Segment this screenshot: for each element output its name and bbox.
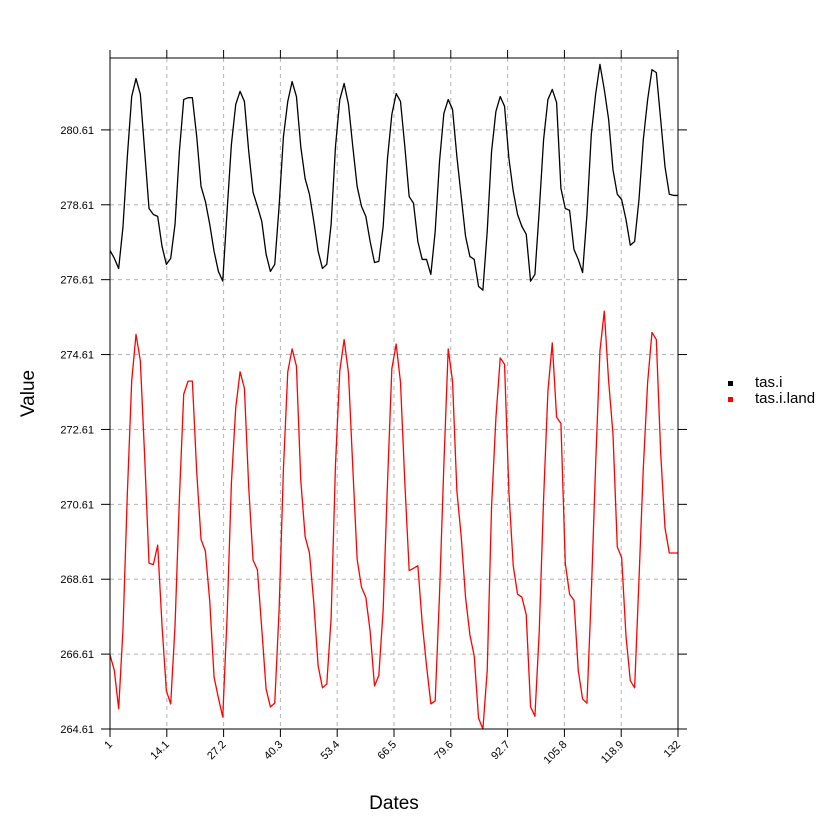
- legend-swatch: [728, 397, 733, 402]
- y-tick-label: 266.61: [60, 649, 94, 661]
- y-tick-label: 276.61: [60, 275, 94, 287]
- y-tick-label: 274.61: [60, 350, 94, 362]
- x-tick-label: 132: [662, 739, 683, 760]
- x-tick-label: 53.4: [319, 739, 343, 763]
- grid-lines: [109, 58, 679, 730]
- y-tick-label: 280.61: [60, 125, 94, 137]
- x-axis: 1 14.1 27.2 40.3 53.4 66.5 79.6 92.7 105.8 118.9 1…: [102, 50, 683, 767]
- series-lines: [109, 63, 678, 730]
- x-axis-title: Dates: [369, 793, 419, 814]
- x-tick-label: 79.6: [432, 739, 456, 763]
- x-tick-label: 14.1: [148, 739, 172, 763]
- x-tick-label: 27.2: [205, 739, 229, 763]
- y-tick-label: 270.61: [60, 499, 94, 511]
- x-tick-label: 92.7: [489, 739, 513, 763]
- series-line-tas-i-land: [109, 310, 678, 730]
- y-tick-label: 264.61: [60, 724, 94, 736]
- legend-label: tas.i.land: [755, 390, 815, 407]
- y-tick-label: 272.61: [60, 424, 94, 436]
- y-tick-label: 278.61: [60, 200, 94, 212]
- legend-label: tas.i: [755, 374, 783, 391]
- y-tick-label: 268.61: [60, 574, 94, 586]
- x-tick-label: 66.5: [375, 739, 399, 763]
- x-tick-label: 1: [102, 739, 115, 752]
- y-axis-title: Value: [18, 370, 39, 417]
- y-axis: 264.61 266.61 268.61 270.61 272.61 274.61 276.…: [60, 125, 687, 736]
- x-tick-label: 40.3: [262, 739, 286, 763]
- x-tick-label: 118.9: [599, 739, 626, 766]
- legend-swatch: [728, 381, 733, 386]
- x-tick-label: 105.8: [542, 739, 570, 767]
- series-line-tas-i: [109, 63, 678, 291]
